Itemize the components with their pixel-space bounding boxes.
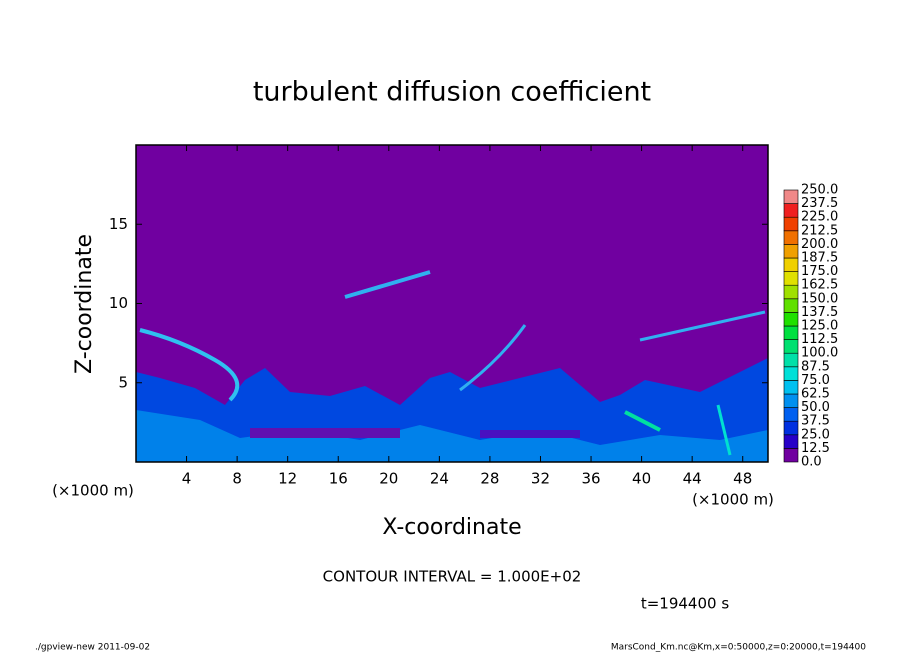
x-tick-label: 16	[329, 470, 348, 488]
colorbar-label: 162.5	[801, 278, 838, 293]
streak	[639, 310, 766, 342]
colorbar-label: 100.0	[801, 346, 838, 361]
colorbar-label: 50.0	[801, 400, 830, 415]
colorbar-label: 187.5	[801, 251, 838, 266]
colorbar-bin	[783, 380, 799, 395]
x-axis-label: X-coordinate	[382, 515, 521, 540]
footer-left: ./gpview-new 2011-09-02	[35, 643, 150, 653]
colorbar-bin	[783, 312, 799, 327]
colorbar-label: 25.0	[801, 427, 830, 442]
colorbar-label: 62.5	[801, 387, 830, 402]
colorbar-bin	[783, 203, 799, 218]
colorbar-label: 237.5	[801, 196, 838, 211]
x-tick-label: 20	[379, 470, 398, 488]
stable-band	[250, 428, 400, 438]
colorbar-bin	[783, 448, 799, 463]
x-tick-label: 48	[733, 470, 752, 488]
y-tick-label: 15	[109, 215, 128, 233]
x-tick-label: 4	[182, 470, 192, 488]
colorbar-label: 250.0	[801, 183, 838, 198]
x-tick-label: 40	[632, 470, 651, 488]
streak	[624, 410, 661, 432]
y-unit: (×1000 m)	[692, 491, 774, 509]
colorbar-label: 87.5	[801, 359, 830, 374]
x-tick-label: 8	[232, 470, 242, 488]
colorbar-label: 112.5	[801, 332, 838, 347]
colorbar-label: 12.5	[801, 441, 830, 456]
colorbar-bin	[783, 434, 799, 449]
y-tick-label: 5	[118, 373, 128, 391]
colorbar-label: 175.0	[801, 264, 838, 279]
x-tick-label: 28	[480, 470, 499, 488]
colorbar-bin	[783, 298, 799, 313]
x-tick-label: 44	[683, 470, 702, 488]
colorbar-label: 137.5	[801, 305, 838, 320]
colorbar-label: 212.5	[801, 223, 838, 238]
x-tick-label: 24	[430, 470, 449, 488]
contour-note: CONTOUR INTERVAL = 1.000E+02	[323, 568, 582, 586]
colorbar-bin	[783, 407, 799, 422]
colorbar-label: 200.0	[801, 237, 838, 252]
footer-right: MarsCond_Km.nc@Km,x=0:50000,z=0:20000,t=…	[611, 643, 866, 653]
x-tick-label: 36	[581, 470, 600, 488]
streak	[139, 328, 240, 402]
streak	[344, 270, 431, 299]
colorbar-bin	[783, 420, 799, 436]
x-unit: (×1000 m)	[52, 482, 134, 500]
colorbar-bin	[783, 339, 799, 354]
colorbar-bin	[783, 257, 799, 272]
colorbar-bin	[783, 393, 799, 408]
colorbar-bin	[783, 325, 799, 340]
chart-title: turbulent diffusion coefficient	[253, 77, 651, 108]
colorbar-bin	[783, 284, 799, 300]
colorbar-bin	[783, 230, 799, 245]
colorbar-bin	[783, 352, 799, 368]
colorbar-label: 75.0	[801, 373, 830, 388]
stable-band	[480, 430, 580, 438]
colorbar-bin	[783, 216, 799, 232]
colorbar-label: 0.0	[801, 455, 822, 470]
turbulent-layer-core	[136, 410, 768, 462]
colorbar-bin	[783, 271, 799, 286]
colorbar-bin	[783, 366, 799, 381]
x-tick-label: 32	[531, 470, 550, 488]
colorbar-bin	[783, 189, 799, 204]
colorbar-label: 225.0	[801, 210, 838, 225]
x-tick-label: 12	[278, 470, 297, 488]
colorbar-label: 37.5	[801, 414, 830, 429]
time-label: t=194400 s	[641, 595, 729, 613]
colorbar-label: 125.0	[801, 319, 838, 334]
y-tick-label: 10	[109, 294, 128, 312]
field	[135, 144, 769, 463]
streak	[716, 404, 732, 456]
streak	[459, 324, 527, 392]
colorbar-bin	[783, 244, 799, 259]
colorbar-label: 150.0	[801, 291, 838, 306]
y-axis-label: Z-coordinate	[72, 234, 97, 374]
